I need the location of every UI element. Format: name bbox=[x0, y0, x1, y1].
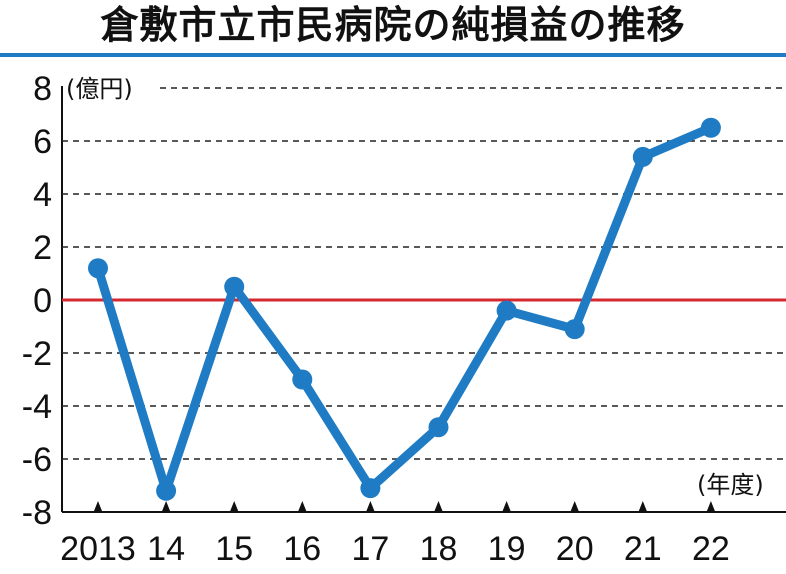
y-tick-label: -8 bbox=[22, 494, 52, 532]
data-point bbox=[156, 480, 177, 501]
x-tick-mark bbox=[706, 501, 715, 511]
data-point bbox=[88, 258, 108, 279]
y-tick-label: 6 bbox=[33, 123, 52, 161]
x-tick-label: 21 bbox=[624, 530, 662, 568]
x-tick-label: 15 bbox=[215, 530, 253, 568]
x-tick-label: 17 bbox=[351, 530, 389, 568]
x-tick-mark bbox=[502, 501, 511, 511]
chart-title: 倉敷市立市民病院の純損益の推移 bbox=[100, 3, 686, 47]
y-tick-label: 4 bbox=[33, 176, 52, 214]
x-tick-label: 2013 bbox=[60, 530, 136, 568]
data-point bbox=[360, 478, 381, 499]
x-tick-label: 16 bbox=[283, 530, 321, 568]
x-tick-label: 18 bbox=[420, 530, 458, 568]
x-tick-mark bbox=[570, 501, 579, 511]
data-point bbox=[292, 369, 313, 390]
y-tick-label: 0 bbox=[33, 282, 52, 320]
series-line bbox=[93, 123, 716, 496]
x-tick-label: 19 bbox=[488, 530, 526, 568]
x-tick-mark bbox=[638, 501, 647, 511]
y-axis-unit-label: (億円) bbox=[66, 75, 133, 103]
data-point bbox=[632, 146, 653, 167]
x-tick-mark bbox=[298, 501, 307, 511]
title-rule bbox=[0, 53, 786, 57]
data-point bbox=[428, 417, 449, 438]
x-tick-label: 20 bbox=[556, 530, 594, 568]
y-tick-label: 8 bbox=[33, 70, 52, 108]
x-tick-mark bbox=[230, 501, 239, 511]
x-tick-mark bbox=[94, 501, 102, 511]
data-point bbox=[564, 319, 585, 340]
y-tick-label: -2 bbox=[22, 335, 52, 373]
data-point bbox=[496, 300, 517, 321]
x-tick-mark bbox=[162, 501, 171, 511]
y-tick-label: -4 bbox=[22, 388, 52, 426]
data-point bbox=[224, 276, 245, 297]
x-tick-label: 22 bbox=[692, 530, 730, 568]
x-tick-label: 14 bbox=[147, 530, 185, 568]
x-axis-unit-label: (年度) bbox=[697, 471, 764, 499]
data-point bbox=[700, 117, 721, 138]
x-tick-mark bbox=[366, 501, 375, 511]
y-tick-label: 2 bbox=[33, 229, 52, 267]
y-tick-label: -6 bbox=[22, 441, 52, 479]
x-tick-mark bbox=[434, 501, 443, 511]
